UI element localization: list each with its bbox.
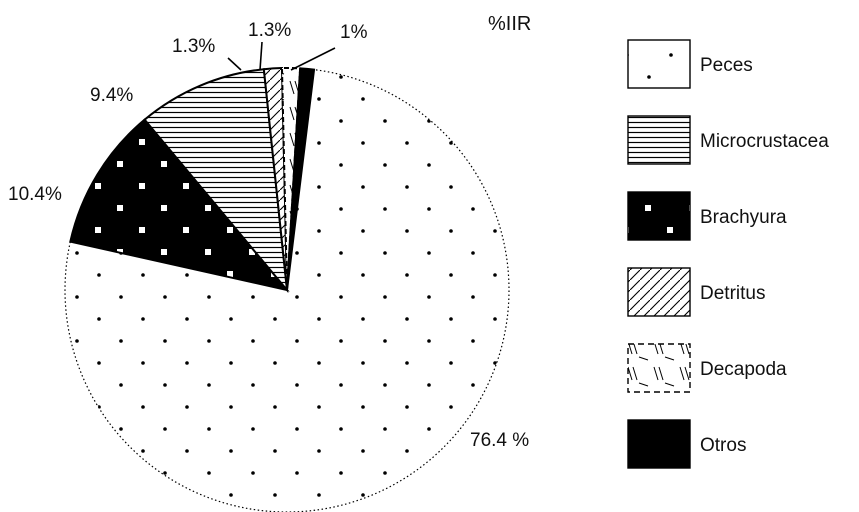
pie-slices [64, 67, 510, 512]
legend-item-brachyura: Brachyura [627, 191, 787, 241]
legend-swatch-microcrustacea [627, 115, 691, 165]
data-label-otros: 1% [340, 22, 368, 43]
legend-swatch-brachyura [627, 191, 691, 241]
legend-swatch-detritus [627, 267, 691, 317]
legend: Peces Microcrustacea Brachyura Detritus Deca… [627, 39, 829, 469]
legend-item-decapoda: Decapoda [627, 343, 787, 393]
pie-slice-labels: 76.4 % 10.4% 9.4% 1.3% 1.3% 1% [8, 20, 529, 451]
legend-item-microcrustacea: Microcrustacea [627, 115, 829, 165]
legend-label-detritus: Detritus [700, 283, 765, 304]
legend-label-microcrustacea: Microcrustacea [700, 131, 829, 152]
data-label-decapoda: 1.3% [248, 20, 291, 41]
legend-label-decapoda: Decapoda [700, 359, 787, 380]
data-label-peces: 76.4 % [470, 430, 529, 451]
slice-otros [286, 67, 316, 291]
slice-detritus [262, 67, 288, 291]
chart-title: %IIR [488, 13, 531, 35]
legend-label-brachyura: Brachyura [700, 207, 787, 228]
leader-line-otros [290, 47, 336, 71]
slice-microcrustacea [143, 68, 289, 294]
legend-swatch-peces [627, 39, 691, 89]
legend-label-peces: Peces [700, 55, 753, 76]
legend-swatch-otros [627, 419, 691, 469]
data-label-detritus: 1.3% [172, 36, 215, 57]
leader-line-detritus [227, 57, 242, 71]
legend-label-otros: Otros [700, 435, 746, 456]
leader-line-decapoda [259, 41, 263, 71]
legend-item-detritus: Detritus [627, 267, 765, 317]
data-label-microcrustacea: 9.4% [90, 85, 133, 106]
legend-item-otros: Otros [627, 419, 746, 469]
slice-brachyura [69, 118, 290, 292]
legend-swatch-decapoda [627, 343, 691, 393]
data-label-brachyura: 10.4% [8, 184, 62, 205]
legend-item-peces: Peces [627, 39, 753, 89]
label-leader-lines [227, 41, 336, 71]
